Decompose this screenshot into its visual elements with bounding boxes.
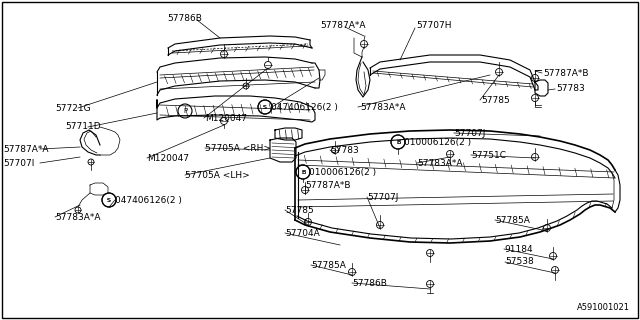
- Text: 57705A <LH>: 57705A <LH>: [185, 171, 250, 180]
- Text: 010006126(2 ): 010006126(2 ): [309, 167, 376, 177]
- Text: S: S: [107, 197, 111, 203]
- Text: M120047: M120047: [147, 154, 189, 163]
- Text: 91184: 91184: [504, 244, 532, 253]
- Text: 010006126(2 ): 010006126(2 ): [404, 138, 471, 147]
- Text: S: S: [107, 197, 111, 203]
- Text: P: P: [183, 108, 187, 114]
- Text: M120047: M120047: [205, 114, 247, 123]
- Text: 57783A*A: 57783A*A: [417, 158, 463, 167]
- Text: B: B: [301, 170, 305, 174]
- Text: 57783: 57783: [330, 146, 359, 155]
- Text: 57787A*A: 57787A*A: [320, 20, 365, 29]
- Text: 57785: 57785: [285, 205, 314, 214]
- Text: 047406126(2 ): 047406126(2 ): [115, 196, 182, 204]
- Text: 57783A*A: 57783A*A: [55, 212, 100, 221]
- Text: S: S: [263, 105, 267, 109]
- Text: 57707J: 57707J: [454, 129, 485, 138]
- Text: B: B: [301, 170, 305, 174]
- Text: 57783: 57783: [556, 84, 585, 92]
- Text: S: S: [263, 105, 267, 109]
- Text: 57711D: 57711D: [65, 122, 100, 131]
- Text: 57787A*A: 57787A*A: [3, 145, 49, 154]
- Text: 57785A: 57785A: [495, 215, 530, 225]
- Text: 57704A: 57704A: [285, 228, 320, 237]
- Text: 57786B: 57786B: [168, 13, 202, 22]
- Text: 57707J: 57707J: [367, 193, 398, 202]
- Text: 57721G: 57721G: [55, 103, 91, 113]
- Text: 57785A: 57785A: [311, 260, 346, 269]
- Text: 57538: 57538: [505, 258, 534, 267]
- Text: 57783A*A: 57783A*A: [360, 102, 406, 111]
- Text: B: B: [396, 140, 400, 145]
- Text: A591001021: A591001021: [577, 303, 630, 312]
- Text: 57786B: 57786B: [352, 278, 387, 287]
- Text: 57707I: 57707I: [3, 158, 35, 167]
- Text: 047406126(2 ): 047406126(2 ): [271, 102, 338, 111]
- Text: B: B: [396, 140, 400, 145]
- Text: 57705A <RH>: 57705A <RH>: [205, 143, 271, 153]
- Text: 57787A*B: 57787A*B: [543, 68, 589, 77]
- Text: 57707H: 57707H: [416, 20, 451, 29]
- Text: 57787A*B: 57787A*B: [305, 180, 351, 189]
- Text: 57751C: 57751C: [471, 150, 506, 159]
- Text: 57785: 57785: [481, 95, 509, 105]
